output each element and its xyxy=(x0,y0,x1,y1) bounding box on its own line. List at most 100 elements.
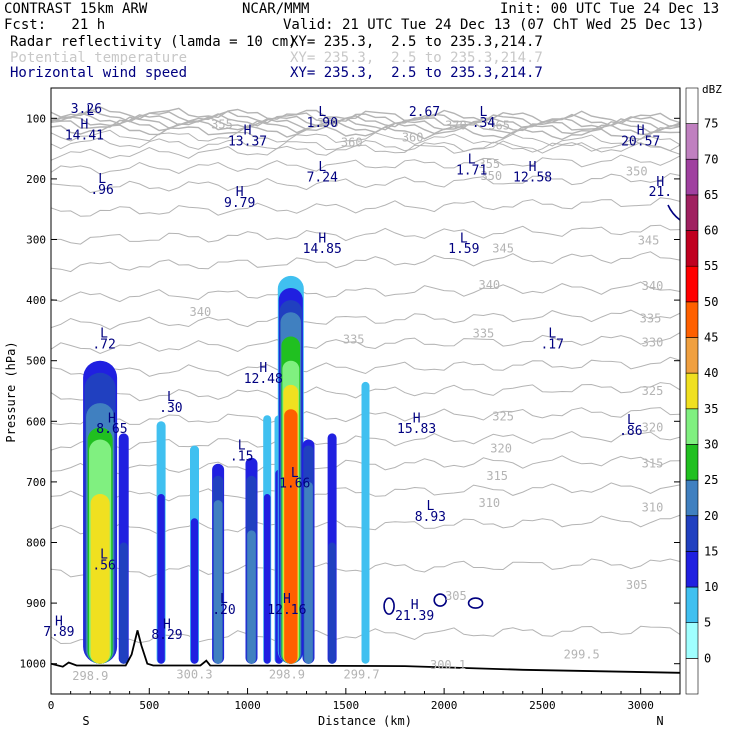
theta-contours xyxy=(51,106,680,645)
x-tick-label: 2500 xyxy=(529,699,556,712)
colorbar-segment xyxy=(685,337,699,374)
theta-contour-line xyxy=(51,281,680,303)
wind-contours xyxy=(383,204,680,615)
y-tick-label: 500 xyxy=(26,355,46,368)
theta-label: 370 xyxy=(445,119,467,133)
theta-contour-line xyxy=(51,108,680,128)
theta-contour-line xyxy=(51,197,680,217)
colorbar-level-label: 10 xyxy=(704,580,718,594)
wind-extremum-label: H xyxy=(236,185,244,200)
wind-extremum-label: 1.90 xyxy=(307,116,338,131)
wind-extremum-label: 12.48 xyxy=(244,372,283,387)
field-reflectivity-name: Radar reflectivity (lamda = 10 cm) xyxy=(10,34,297,50)
theta-label: 355 xyxy=(478,157,500,171)
y-tick-label: 300 xyxy=(26,234,46,247)
y-tick-label: 400 xyxy=(26,294,46,307)
theta-label: 370 xyxy=(317,116,339,130)
colorbar-level-label: 30 xyxy=(704,437,718,451)
colorbar-segment xyxy=(685,159,699,196)
x-axis-label: Distance (km) xyxy=(318,714,412,728)
y-tick-label: 700 xyxy=(26,476,46,489)
colorbar-level-label: 75 xyxy=(704,117,718,131)
terrain-line xyxy=(51,630,680,674)
theta-label: 310 xyxy=(478,496,500,510)
wind-extremum-label: H xyxy=(318,231,326,246)
field-wind-xy: XY= 235.3, 2.5 to 235.3,214.7 xyxy=(290,65,543,81)
colorbar-segment xyxy=(685,230,699,267)
wind-extremum-label: 14.41 xyxy=(65,128,104,143)
wind-extremum-label: L xyxy=(426,499,434,514)
wind-extremum-label: H xyxy=(656,175,664,190)
wind-extremum-label: H xyxy=(637,123,645,138)
south-label: S xyxy=(82,714,89,728)
wind-extremum-label: .30 xyxy=(159,401,182,416)
theta-contour-line xyxy=(51,356,680,378)
theta-label: 315 xyxy=(486,469,508,483)
y-tick-label: 1000 xyxy=(20,658,47,671)
reflectivity-cell xyxy=(190,518,199,664)
reflectivity-cell xyxy=(157,494,165,664)
theta-contour-line xyxy=(51,129,680,147)
wind-extremum-label: .34 xyxy=(472,116,496,131)
theta-contour-line xyxy=(51,154,680,175)
wind-extremum-label: L xyxy=(98,172,106,187)
field-theta-xy: XY= 235.3, 2.5 to 235.3,214.7 xyxy=(290,50,543,66)
colorbar-segment xyxy=(685,515,699,552)
theta-label: 340 xyxy=(642,279,664,293)
colorbar-level-label: 55 xyxy=(704,259,718,273)
theta-contour-line xyxy=(51,309,680,330)
theta-label: 315 xyxy=(642,457,664,471)
wind-extremum-label: H xyxy=(283,592,291,607)
wind-extremum-label: 15.83 xyxy=(397,422,436,437)
field-reflectivity-xy: XY= 235.3, 2.5 to 235.3,214.7 xyxy=(290,34,543,50)
wind-extremum-label: H xyxy=(55,614,63,629)
wind-extremum-label: L xyxy=(480,105,488,120)
wind-extremum-label: L xyxy=(220,592,228,607)
x-tick-label: 0 xyxy=(48,699,55,712)
wind-extremum-label: L xyxy=(627,413,635,428)
reflectivity-cell xyxy=(328,542,336,664)
wind-extremum-label: H xyxy=(81,117,89,132)
colorbar-segment xyxy=(685,301,699,338)
reflectivity-cell xyxy=(247,530,256,664)
theta-label: 335 xyxy=(640,311,662,325)
wind-extremum-label: 14.85 xyxy=(303,242,342,257)
theta-label: 350 xyxy=(480,169,502,183)
y-tick-label: 600 xyxy=(26,415,46,428)
field-theta-name: Potential temperature xyxy=(10,50,188,66)
theta-contour-line xyxy=(51,136,680,155)
wind-extremum-label: L xyxy=(238,439,246,454)
wind-extremum-label: 8.93 xyxy=(415,510,446,525)
theta-contour-line xyxy=(51,332,680,355)
terrain xyxy=(51,630,680,674)
theta-contour-line xyxy=(51,116,680,134)
wind-extremum-label: 3.26 xyxy=(71,102,102,117)
wind-extremum-label: H xyxy=(108,411,116,426)
wind-extremum-label: H xyxy=(411,598,419,613)
theta-label: 310 xyxy=(642,500,664,514)
colorbar-level-label: 35 xyxy=(704,402,718,416)
field-wind-name: Horizontal wind speed xyxy=(10,65,188,81)
wind-extremum-label: 20.57 xyxy=(621,134,660,149)
reflectivity-cell xyxy=(361,381,370,664)
wind-extremum-label: H xyxy=(244,123,252,138)
colorbar-segment xyxy=(685,408,699,445)
theta-label: 350 xyxy=(626,165,648,179)
reflectivity-cell xyxy=(304,481,313,664)
wind-extremum-label: 21.39 xyxy=(395,609,434,624)
theta-label: 330 xyxy=(642,336,664,350)
colorbar-segment xyxy=(685,87,699,124)
wind-extremum-label: H xyxy=(413,411,421,426)
y-tick-label: 900 xyxy=(26,597,46,610)
wind-contour xyxy=(433,593,447,607)
colorbar: 0 5 10 15 20 25 30 35 40 45 50 55 60 65 70 75 dBZ xyxy=(685,83,722,695)
theta-contour-line xyxy=(51,119,680,136)
wind-extremum-label: .96 xyxy=(90,183,113,198)
colorbar-segment xyxy=(685,622,699,659)
wind-extremum-label: 1.66 xyxy=(279,477,310,492)
colorbar-level-label: 45 xyxy=(704,331,718,345)
theta-contour-line xyxy=(51,124,680,141)
wind-extremum-label: L xyxy=(318,105,326,120)
org-label: NCAR/MMM xyxy=(242,1,310,17)
wind-extremum-label: .20 xyxy=(212,603,235,618)
